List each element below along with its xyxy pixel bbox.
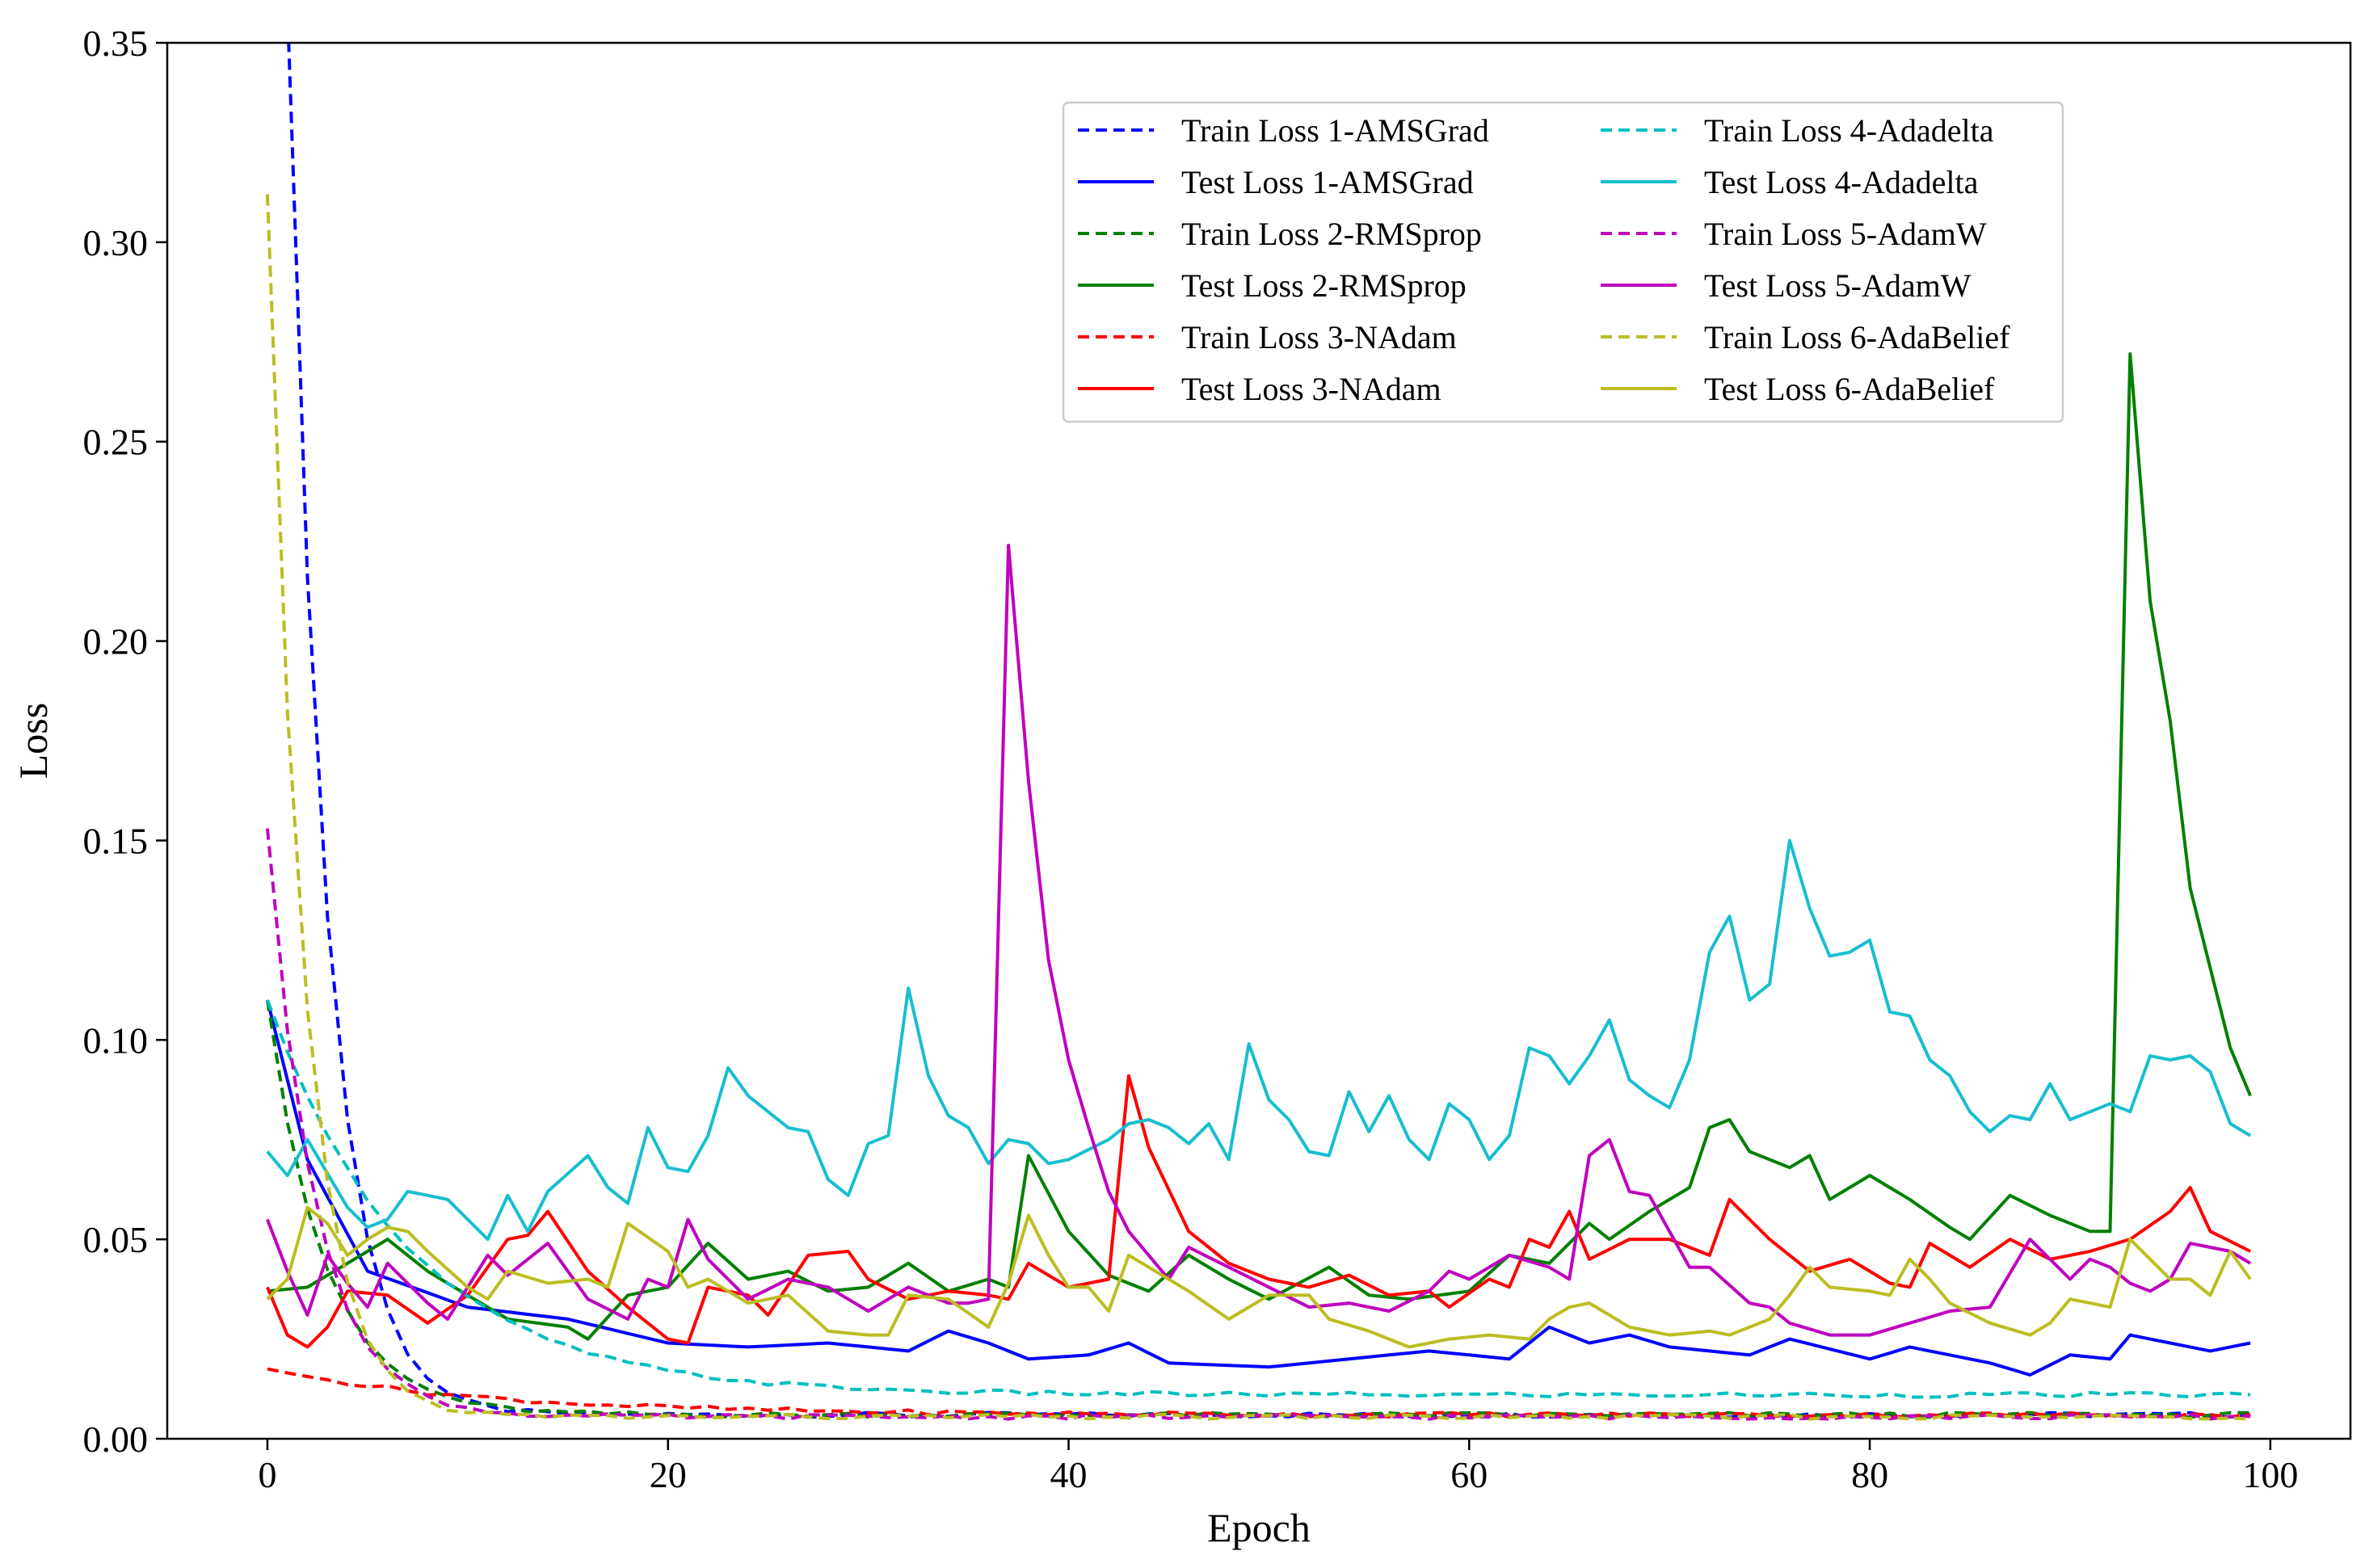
legend-label-train-loss-1-amsgrad: Train Loss 1-AMSGrad: [1181, 112, 1489, 149]
series-line-test-loss-5-adamw: [266, 544, 2252, 1337]
x-tick-label: 20: [650, 1454, 687, 1495]
x-tick-label: 60: [1450, 1454, 1488, 1495]
x-tick-label: 80: [1851, 1454, 1888, 1495]
legend-label-test-loss-1-amsgrad: Test Loss 1-AMSGrad: [1181, 164, 1474, 200]
series-line-test-loss-3-nadam: [266, 1074, 2251, 1349]
ticks-layer: 0 20 40 60 80 100 0.00 0.05 0.10 0.15 0.20 0.25 0.30…: [83, 23, 2299, 1495]
y-tick-label: 0.15: [83, 820, 149, 861]
y-tick-label: 0.30: [83, 222, 149, 263]
legend-label-train-loss-4-adadelta: Train Loss 4-Adadelta: [1704, 112, 1994, 149]
plot-frame: [166, 41, 2352, 1440]
y-tick-label: 0.20: [83, 621, 149, 662]
y-axis-label: Loss: [11, 703, 56, 779]
legend-label-test-loss-2-rmsprop: Test Loss 2-RMSprop: [1181, 267, 1467, 304]
y-tick-label: 0.00: [83, 1419, 149, 1460]
legend-label-test-loss-5-adamw: Test Loss 5-AdamW: [1704, 267, 1972, 304]
legend-label-train-loss-2-rmsprop: Train Loss 2-RMSprop: [1181, 216, 1482, 252]
legend-label-test-loss-3-nadam: Test Loss 3-NAdam: [1181, 371, 1441, 407]
series-line-train-loss-4-adadelta: [266, 999, 2251, 1399]
legend-label-train-loss-5-adamw: Train Loss 5-AdamW: [1704, 216, 1987, 252]
y-tick-label: 0.10: [83, 1019, 149, 1061]
series-layer: [265, 43, 2252, 1421]
series-line-test-loss-4-adadelta: [266, 839, 2252, 1242]
legend-box: [1062, 101, 2064, 423]
x-tick-label: 0: [258, 1454, 276, 1495]
series-line-train-loss-6-adabelief: [265, 194, 2251, 1421]
legend-label-test-loss-6-adabelief: Test Loss 6-AdaBelief: [1704, 371, 1995, 407]
legend-label-test-loss-4-adadelta: Test Loss 4-Adadelta: [1704, 164, 1979, 200]
legend-label-train-loss-3-nadam: Train Loss 3-NAdam: [1181, 319, 1457, 355]
x-tick-label: 40: [1050, 1454, 1088, 1495]
x-tick-label: 100: [2242, 1454, 2298, 1495]
y-tick-label: 0.05: [83, 1219, 149, 1260]
x-axis-label: Epoch: [1207, 1505, 1311, 1550]
series-line-test-loss-2-rmsprop: [267, 352, 2252, 1341]
legend-label-train-loss-6-adabelief: Train Loss 6-AdaBelief: [1704, 319, 2010, 355]
legend: Train Loss 1-AMSGrad Test Loss 1-AMSGrad T…: [1062, 101, 2064, 423]
y-tick-label: 0.35: [83, 23, 149, 64]
y-tick-label: 0.25: [83, 422, 149, 463]
series-line-test-loss-6-adabelief: [266, 1205, 2252, 1349]
